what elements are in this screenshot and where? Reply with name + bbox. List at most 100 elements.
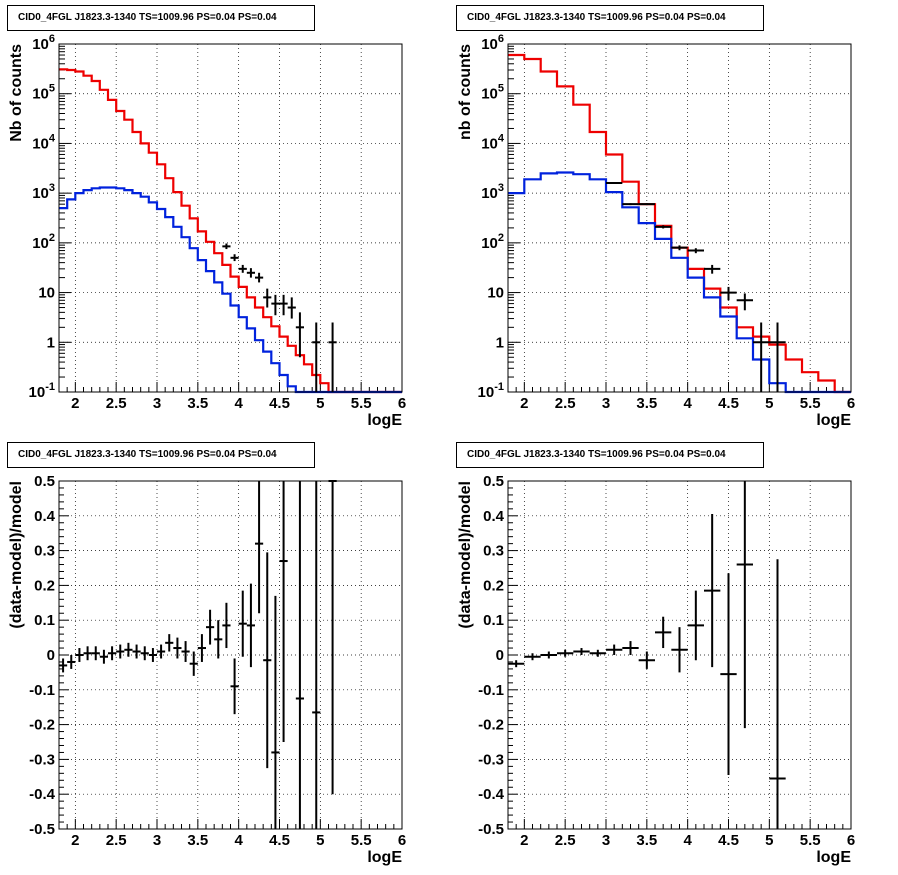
y-tick-label: -0.3 bbox=[29, 751, 55, 768]
x-tick-label: 2.5 bbox=[106, 395, 127, 412]
x-tick-label: 5 bbox=[316, 832, 324, 849]
y-tick-label: -0.4 bbox=[478, 786, 505, 803]
x-tick-label: 2.5 bbox=[555, 832, 576, 849]
y-tick-label: 102 bbox=[481, 232, 504, 252]
x-tick-label: 4 bbox=[683, 395, 692, 412]
y-tick-label: 10 bbox=[487, 285, 504, 302]
y-axis-label: Nb of counts bbox=[8, 44, 25, 142]
x-tick-label: 6 bbox=[398, 832, 406, 849]
y-tick-label: 0.3 bbox=[34, 543, 55, 560]
y-tick-label: -0.5 bbox=[478, 821, 504, 838]
y-tick-label: 0.4 bbox=[34, 508, 56, 525]
y-tick-label: -0.2 bbox=[29, 717, 55, 734]
y-tick-label: -0.1 bbox=[478, 682, 504, 699]
y-tick-label: 0.2 bbox=[34, 577, 55, 594]
y-axis-label: (data-model)/model bbox=[457, 481, 474, 629]
model-histogram bbox=[508, 53, 851, 394]
x-tick-label: 2 bbox=[520, 395, 528, 412]
x-tick-label: 5 bbox=[765, 832, 773, 849]
y-tick-label: 104 bbox=[481, 132, 505, 152]
x-axis-label: logE bbox=[367, 412, 402, 429]
y-tick-label: 103 bbox=[481, 182, 504, 202]
y-tick-label: 1 bbox=[47, 334, 55, 351]
y-tick-label: 105 bbox=[32, 83, 55, 103]
chart-title: CID0_4FGL J1823.3-1340 TS=1009.96 PS=0.0… bbox=[456, 442, 764, 468]
y-tick-label: 105 bbox=[481, 83, 504, 103]
x-axis-label: logE bbox=[816, 412, 851, 429]
component-histogram bbox=[59, 186, 402, 394]
y-tick-label: 104 bbox=[32, 132, 56, 152]
y-tick-label: 1 bbox=[496, 334, 504, 351]
chart-pad-bottom-left: 2 2.5 3 3.5 4 4.5 5 5.5 6 -0.5 -0.4 -0.3 -0.2 -0.1 0 0.… bbox=[0, 437, 449, 874]
x-tick-label: 4 bbox=[683, 832, 692, 849]
x-tick-label: 3.5 bbox=[187, 832, 208, 849]
y-axis-label: nb of counts bbox=[457, 44, 474, 140]
y-tick-label: 0.1 bbox=[34, 612, 55, 629]
x-tick-label: 3.5 bbox=[187, 395, 208, 412]
x-tick-label: 4.5 bbox=[269, 395, 290, 412]
x-tick-label: 6 bbox=[398, 395, 406, 412]
model-histogram bbox=[59, 68, 402, 394]
chart-title: CID0_4FGL J1823.3-1340 TS=1009.96 PS=0.0… bbox=[7, 442, 315, 468]
chart-pad-top-left: 2 2.5 3 3.5 4 4.5 5 5.5 6 10-1 1 10 102 103 104 105 106 l… bbox=[0, 0, 449, 437]
chart-pad-bottom-right: 2 2.5 3 3.5 4 4.5 5 5.5 6 -0.5 -0.4 -0.3 -0.2 -0.1 0 0.… bbox=[449, 437, 898, 874]
x-tick-label: 2 bbox=[71, 395, 79, 412]
x-tick-label: 4.5 bbox=[269, 832, 290, 849]
y-axis-label: (data-model)/model bbox=[8, 481, 25, 629]
y-tick-label: 0.2 bbox=[483, 577, 504, 594]
chart-svg: 2 2.5 3 3.5 4 4.5 5 5.5 6 10-1 1 10 102 103 104 105 106 l… bbox=[8, 33, 406, 429]
x-tick-label: 6 bbox=[847, 832, 855, 849]
x-tick-label: 3 bbox=[153, 395, 161, 412]
chart-svg: 2 2.5 3 3.5 4 4.5 5 5.5 6 10-1 1 10 102 103 104 105 106 l… bbox=[457, 33, 855, 429]
chart-title: CID0_4FGL J1823.3-1340 TS=1009.96 PS=0.0… bbox=[7, 5, 315, 31]
y-tick-label: 0.3 bbox=[483, 543, 504, 560]
y-tick-label: 106 bbox=[481, 33, 504, 53]
chart-pad-top-right: 2 2.5 3 3.5 4 4.5 5 5.5 6 10-1 1 10 102 103 104 105 106 l… bbox=[449, 0, 898, 437]
x-tick-label: 3 bbox=[602, 395, 610, 412]
y-tick-label: -0.2 bbox=[478, 717, 504, 734]
y-tick-label: 106 bbox=[32, 33, 55, 53]
x-tick-label: 5.5 bbox=[800, 832, 821, 849]
y-tick-label: 0.1 bbox=[483, 612, 504, 629]
y-tick-label: 0.5 bbox=[34, 473, 55, 490]
x-tick-label: 5 bbox=[316, 395, 324, 412]
y-tick-label: -0.5 bbox=[29, 821, 55, 838]
x-tick-label: 3 bbox=[153, 832, 161, 849]
plot-frame bbox=[58, 480, 403, 830]
chart-title: CID0_4FGL J1823.3-1340 TS=1009.96 PS=0.0… bbox=[456, 5, 764, 31]
y-tick-label: -0.1 bbox=[29, 682, 55, 699]
x-tick-label: 6 bbox=[847, 395, 855, 412]
x-tick-label: 3 bbox=[602, 832, 610, 849]
x-tick-label: 4 bbox=[234, 832, 243, 849]
x-tick-label: 2 bbox=[520, 832, 528, 849]
plot-frame bbox=[58, 43, 403, 393]
plot-frame bbox=[507, 43, 852, 393]
y-tick-label: 0.5 bbox=[483, 473, 504, 490]
x-tick-label: 4 bbox=[234, 395, 243, 412]
y-tick-label: 103 bbox=[32, 182, 55, 202]
x-tick-label: 5.5 bbox=[800, 395, 821, 412]
x-tick-label: 4.5 bbox=[718, 832, 739, 849]
plot-frame bbox=[507, 480, 852, 830]
y-tick-label: -0.3 bbox=[478, 751, 504, 768]
chart-svg: 2 2.5 3 3.5 4 4.5 5 5.5 6 -0.5 -0.4 -0.3 -0.2 -0.1 0 0.… bbox=[8, 473, 406, 866]
x-tick-label: 3.5 bbox=[636, 832, 657, 849]
x-tick-label: 5 bbox=[765, 395, 773, 412]
y-tick-label: 0.4 bbox=[483, 508, 505, 525]
y-tick-label: 10 bbox=[38, 285, 55, 302]
x-tick-label: 5.5 bbox=[351, 395, 372, 412]
x-tick-label: 2.5 bbox=[106, 832, 127, 849]
y-tick-label: -0.4 bbox=[29, 786, 56, 803]
x-tick-label: 4.5 bbox=[718, 395, 739, 412]
x-tick-label: 2 bbox=[71, 832, 79, 849]
x-tick-label: 3.5 bbox=[636, 395, 657, 412]
x-axis-label: logE bbox=[367, 849, 402, 866]
chart-svg: 2 2.5 3 3.5 4 4.5 5 5.5 6 -0.5 -0.4 -0.3 -0.2 -0.1 0 0.… bbox=[457, 473, 855, 866]
x-tick-label: 2.5 bbox=[555, 395, 576, 412]
x-axis-label: logE bbox=[816, 849, 851, 866]
y-tick-label: 10-1 bbox=[478, 381, 504, 401]
y-tick-label: 10-1 bbox=[29, 381, 55, 401]
y-tick-label: 0 bbox=[47, 647, 55, 664]
y-tick-label: 0 bbox=[496, 647, 504, 664]
x-tick-label: 5.5 bbox=[351, 832, 372, 849]
